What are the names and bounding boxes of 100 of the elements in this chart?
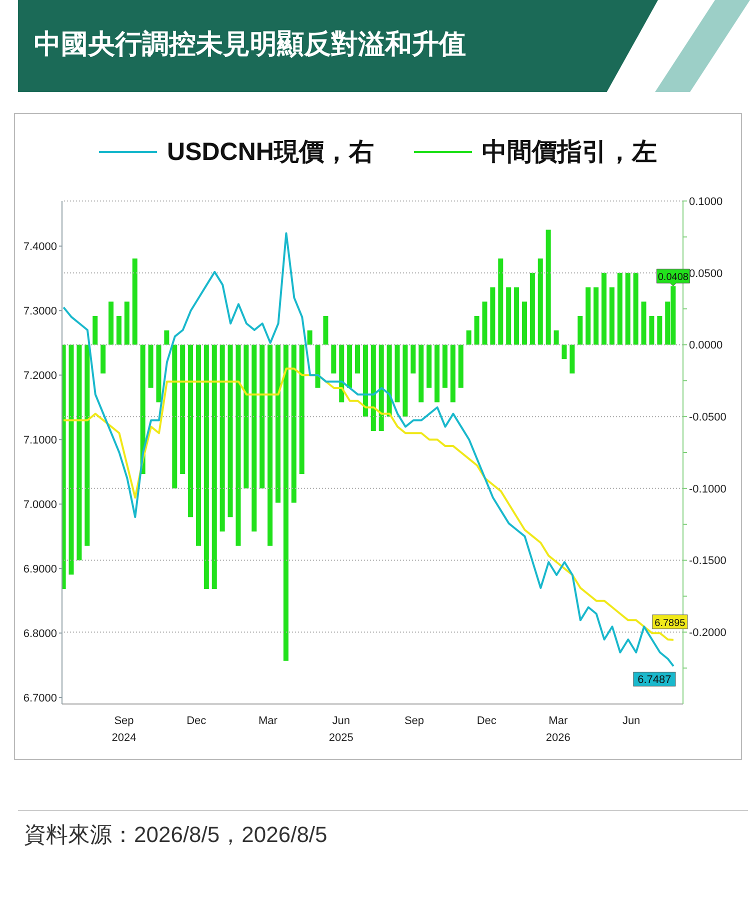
bar (578, 316, 583, 345)
y-tick-label: 7.2000 (23, 370, 57, 382)
bar (228, 344, 233, 518)
bar (418, 344, 424, 402)
bar (124, 302, 130, 345)
source-note: 資料來源：2026/8/5，2026/8/5 (24, 821, 328, 849)
y2-tick-label: -0.1500 (689, 555, 726, 568)
bar (283, 344, 288, 661)
bar (339, 344, 344, 402)
bar (402, 344, 408, 417)
bar (657, 316, 662, 345)
bar (426, 344, 432, 388)
bar (466, 330, 472, 345)
bar (291, 344, 296, 503)
bar (410, 344, 416, 374)
bar (62, 344, 66, 590)
chart-title: 中國央行調控未見明顯反對溢和升值 (34, 28, 466, 61)
y-tick-label: 6.9000 (23, 563, 57, 576)
bar (76, 344, 82, 560)
bar (236, 344, 241, 546)
bar (347, 344, 352, 388)
legend-label: 中間價指引，左 (482, 137, 657, 168)
bar (546, 230, 551, 345)
bar (562, 344, 567, 360)
bar (602, 272, 607, 345)
bar (370, 344, 376, 431)
x-tick-label: Dec (476, 715, 497, 727)
bar (482, 302, 488, 345)
bar (362, 344, 368, 417)
bar (188, 344, 194, 518)
y2-tick-label: -0.1000 (689, 483, 726, 496)
data-label: 6.7487 (638, 674, 672, 686)
bar (442, 344, 448, 388)
bar (180, 344, 186, 474)
bar (204, 344, 209, 590)
bar (164, 330, 170, 345)
bar (172, 344, 178, 488)
bar (434, 344, 440, 402)
bar (132, 258, 138, 345)
bar (220, 344, 225, 532)
legend-label: USDCNH現價，右 (167, 137, 374, 168)
bar (323, 316, 328, 345)
bar (498, 258, 504, 345)
data-label: 0.0408 (658, 272, 689, 284)
x-tick-label: Mar 2026 (546, 715, 570, 744)
y-tick-label: 7.3000 (23, 306, 57, 318)
bar (474, 316, 480, 345)
bar (625, 272, 630, 345)
y2-tick-label: 0.0000 (689, 340, 723, 352)
y2-tick-label: -0.0500 (689, 411, 726, 424)
bar (68, 344, 74, 575)
bar (609, 287, 614, 345)
bar (268, 344, 273, 546)
y-tick-label: 7.4000 (23, 241, 57, 254)
y2-tick-label: -0.2000 (689, 627, 726, 640)
bar (299, 344, 304, 474)
bar (617, 272, 622, 345)
bar (554, 330, 559, 345)
bar (108, 302, 114, 345)
x-tick-label: Jun 2025 (328, 715, 354, 744)
bar (92, 316, 98, 345)
bar (331, 344, 336, 374)
x-tick-label: Sep 2024 (112, 715, 136, 744)
bar (244, 344, 249, 488)
bar (116, 316, 122, 345)
y2-tick-label: 0.1000 (689, 196, 723, 208)
x-tick-label: Jun (622, 715, 640, 727)
bar (355, 344, 360, 374)
y-tick-label: 6.8000 (23, 628, 57, 640)
bar (84, 344, 90, 546)
bar (100, 344, 106, 374)
bar (378, 344, 384, 431)
y-tick-label: 7.0000 (23, 498, 57, 511)
bar (252, 344, 257, 532)
bar (307, 330, 312, 345)
bar (260, 344, 265, 488)
bar (275, 344, 281, 503)
bar (315, 344, 320, 388)
bar (522, 302, 527, 345)
bar (641, 302, 646, 345)
bar (530, 272, 535, 345)
bar (570, 344, 575, 374)
x-tick-label: Dec (186, 715, 207, 727)
y-tick-label: 6.7000 (23, 692, 57, 704)
bar (633, 272, 638, 345)
y-tick-label: 7.1000 (23, 434, 57, 447)
bar (458, 344, 464, 388)
x-tick-label: Sep (404, 715, 424, 727)
bar (649, 316, 654, 345)
bar (212, 344, 217, 590)
bar (394, 344, 400, 402)
bar (196, 344, 201, 546)
data-label: 6.7895 (654, 618, 686, 629)
bar (450, 344, 456, 402)
bar (148, 344, 154, 388)
bar (538, 258, 543, 345)
bar (594, 287, 599, 345)
x-tick-label: Mar (258, 715, 278, 727)
bar (156, 344, 162, 402)
bar (586, 287, 591, 345)
